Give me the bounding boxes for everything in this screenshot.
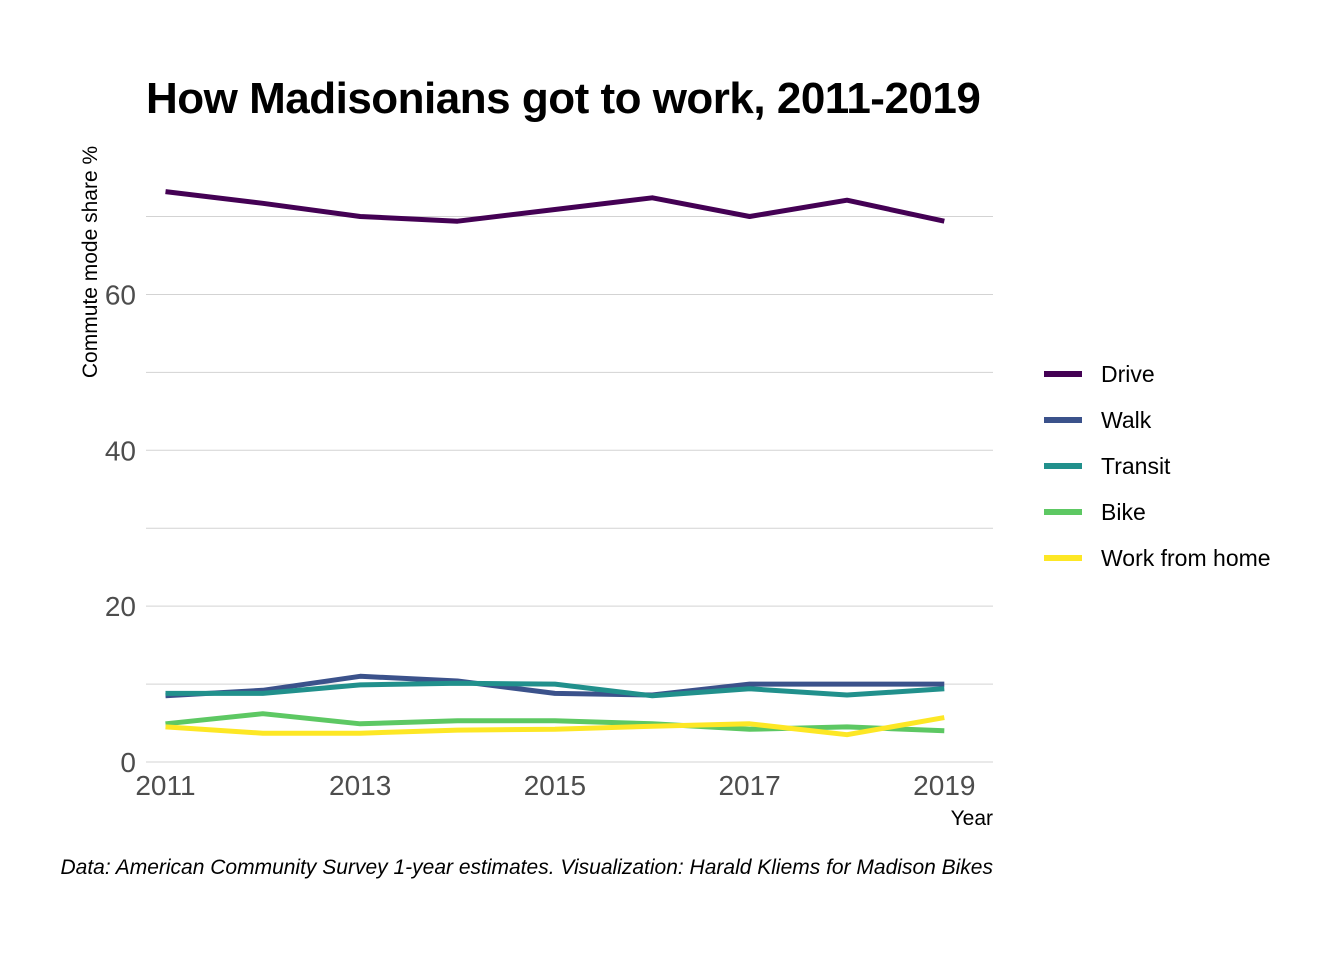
x-tick-label: 2015 — [524, 770, 586, 801]
x-tick-label: 2019 — [913, 770, 975, 801]
y-tick-label: 0 — [120, 747, 136, 778]
chart-caption: Data: American Community Survey 1-year e… — [60, 856, 993, 879]
legend-label: Transit — [1101, 453, 1171, 479]
legend: Drive Walk Transit Bike Work from home — [1044, 361, 1271, 571]
x-tick-label: 2011 — [135, 770, 195, 801]
series-lines — [165, 189, 945, 738]
y-axis-ticks: 0 20 40 60 — [105, 279, 136, 778]
y-tick-label: 40 — [105, 435, 136, 466]
y-tick-label: 60 — [105, 279, 136, 310]
chart-title: How Madisonians got to work, 2011-2019 — [146, 74, 981, 123]
x-tick-label: 2013 — [329, 770, 391, 801]
series-line-bike — [165, 711, 945, 734]
series-line-walk — [165, 673, 945, 699]
legend-label: Drive — [1101, 361, 1155, 387]
x-tick-label: 2017 — [718, 770, 780, 801]
x-axis-title: Year — [951, 807, 993, 830]
x-axis-ticks: 2011 2013 2015 2017 2019 — [135, 770, 975, 801]
y-tick-label: 20 — [105, 591, 136, 622]
legend-label: Walk — [1101, 407, 1152, 433]
gridlines — [146, 216, 993, 763]
series-line-transit — [165, 680, 945, 699]
legend-label: Bike — [1101, 499, 1146, 525]
series-line-drive — [165, 189, 945, 224]
legend-label: Work from home — [1101, 545, 1271, 571]
y-axis-title: Commute mode share % — [79, 146, 102, 378]
series-line-work-from-home — [165, 715, 945, 738]
